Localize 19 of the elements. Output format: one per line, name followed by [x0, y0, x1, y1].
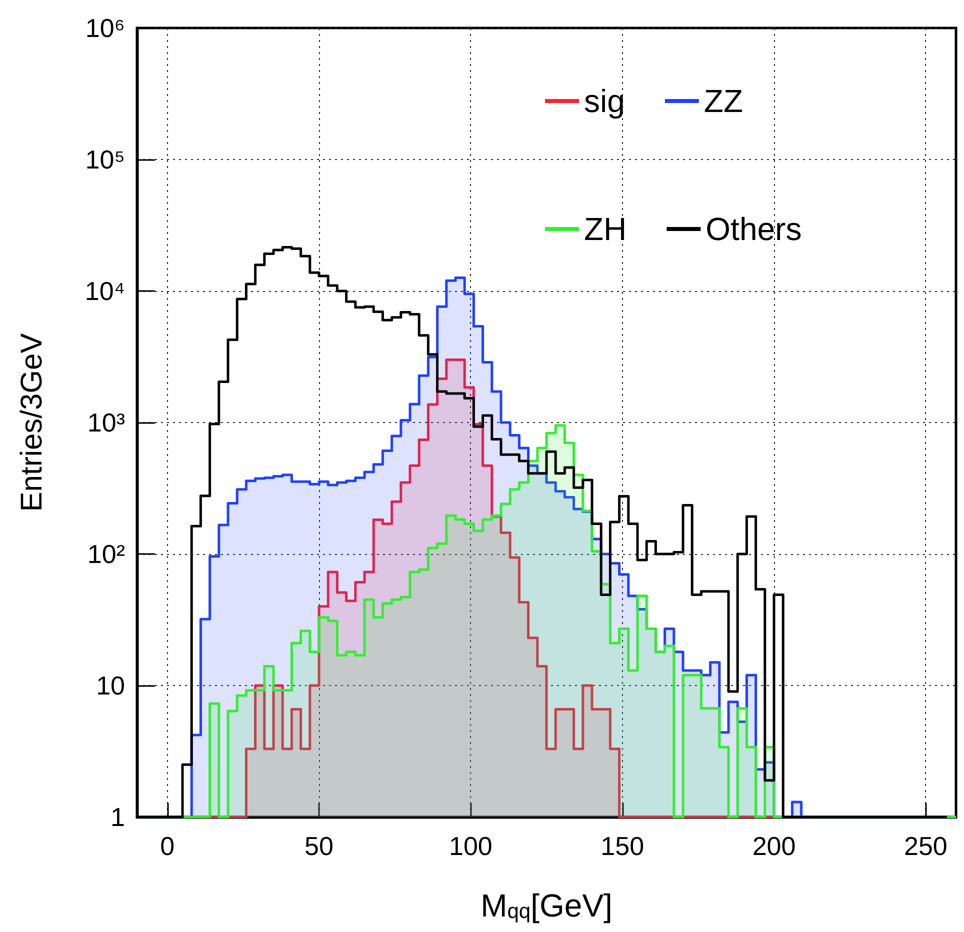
y-tick-label: 10⁴ [84, 276, 125, 306]
y-tick-label: 10² [87, 539, 126, 569]
y-tick-label: 10³ [87, 408, 126, 438]
x-tick-label: 50 [304, 831, 334, 861]
x-tick-label: 0 [160, 831, 175, 861]
x-tick-label: 250 [904, 831, 948, 861]
legend-label: ZH [584, 211, 627, 247]
x-tick-label: 200 [752, 831, 796, 861]
y-axis-title: Entries/3GeV [16, 333, 48, 512]
y-tick-label: 10 [96, 670, 125, 700]
x-tick-label: 100 [448, 831, 492, 861]
y-tick-label: 1 [110, 802, 125, 832]
y-tick-label: 10⁶ [85, 13, 125, 43]
x-tick-label: 150 [600, 831, 644, 861]
legend-label: Others [706, 211, 802, 247]
x-axis-title: Mqq[GeV] [480, 888, 612, 924]
legend-label: ZZ [704, 83, 743, 119]
y-tick-label: 10⁵ [85, 144, 125, 174]
legend-label: sig [584, 83, 625, 119]
